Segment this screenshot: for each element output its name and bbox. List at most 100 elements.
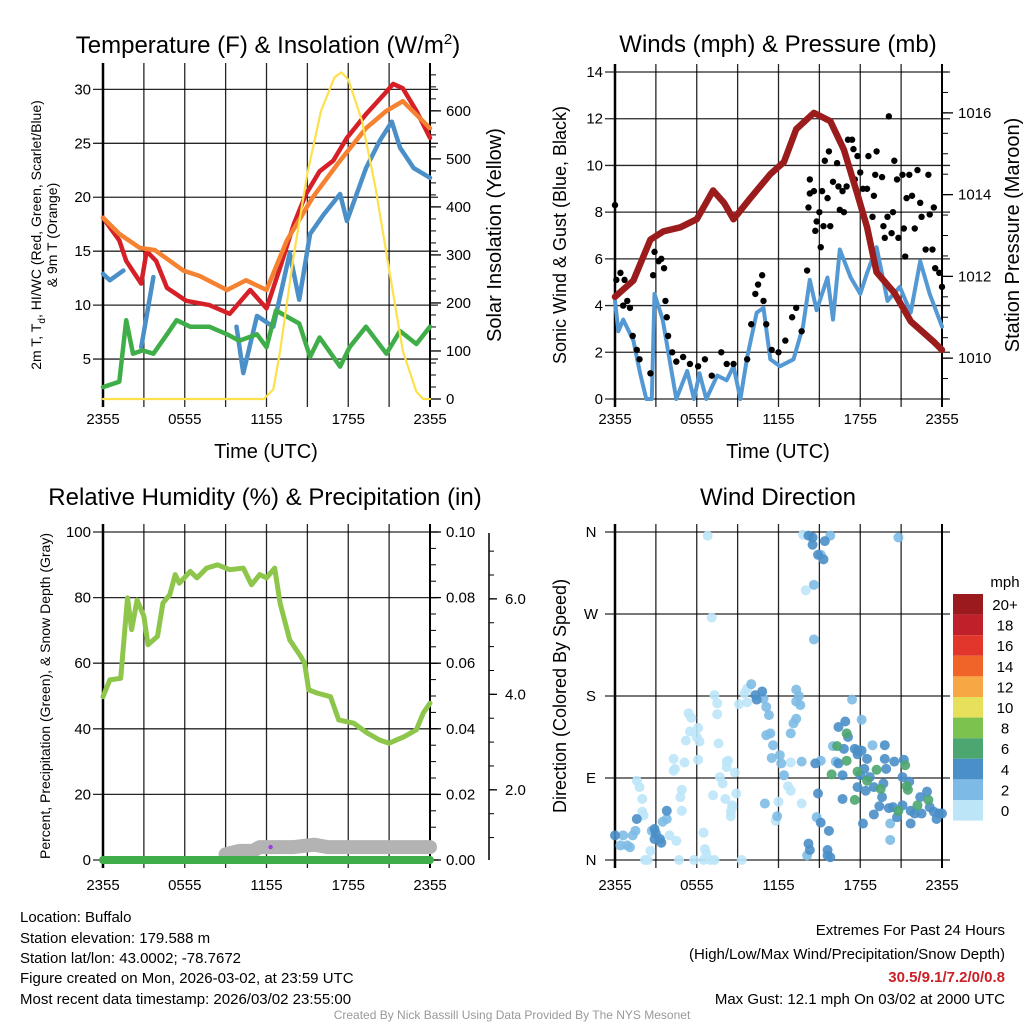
gust-point bbox=[917, 199, 924, 206]
wind-direction-point bbox=[624, 842, 635, 853]
gust-point bbox=[850, 145, 857, 153]
colorbar-title: mph bbox=[990, 574, 1019, 591]
gust-point bbox=[816, 208, 823, 216]
wind-direction-point bbox=[759, 798, 770, 809]
gust-point bbox=[701, 356, 709, 363]
wind-direction-point bbox=[808, 579, 819, 590]
gust-point bbox=[694, 363, 702, 370]
gust-point bbox=[686, 360, 694, 368]
gust-point bbox=[839, 187, 846, 195]
temp-y-right-tick-label: 200 bbox=[446, 295, 471, 312]
gust-point bbox=[708, 372, 715, 379]
wind-direction-point bbox=[642, 855, 653, 865]
dir-x-tick-label: 1155 bbox=[762, 877, 794, 894]
wind-direction-point bbox=[885, 818, 896, 829]
gust-point bbox=[902, 253, 909, 260]
temp-y-tick-label: 5 bbox=[83, 351, 91, 368]
wind-direction-point bbox=[761, 701, 772, 712]
gust-point bbox=[718, 349, 725, 356]
gust-point bbox=[888, 229, 895, 237]
wind-y-right-tick-label: 1010 bbox=[958, 350, 991, 367]
wind-direction-point bbox=[634, 782, 645, 793]
wind-direction-point bbox=[808, 634, 819, 645]
wind-direction-point bbox=[862, 775, 873, 786]
wind-direction-point bbox=[860, 785, 871, 796]
wind-direction-point bbox=[912, 800, 923, 811]
gust-point bbox=[926, 211, 933, 218]
temp-y-tick-label: 30 bbox=[74, 81, 91, 98]
series-hiwc-line bbox=[100, 268, 126, 283]
rh-y-right-tick-label: 0.04 bbox=[446, 721, 475, 738]
series-dewpoint-line bbox=[100, 308, 433, 390]
wind-direction-point bbox=[645, 845, 656, 856]
wind-direction-point bbox=[729, 767, 740, 778]
rh-y-right-tick-label: 0.06 bbox=[446, 655, 475, 672]
colorbar-swatch bbox=[953, 717, 983, 739]
wind-direction-point bbox=[877, 792, 888, 803]
gust-point bbox=[723, 360, 730, 368]
gust-point bbox=[869, 213, 876, 221]
rh-y-right-tick-label: 0.02 bbox=[446, 786, 475, 803]
dir-x-tick-label: 0555 bbox=[680, 877, 713, 894]
wind-direction-point bbox=[841, 728, 852, 739]
rh-y-right-tick-label: 0.00 bbox=[446, 852, 475, 869]
wind-direction-point bbox=[709, 855, 720, 865]
gust-point bbox=[863, 185, 871, 192]
wind-panel-title: Winds (mph) & Pressure (mb) bbox=[619, 31, 936, 58]
colorbar-label: 14 bbox=[997, 659, 1014, 676]
gust-point bbox=[798, 328, 805, 335]
temp-y-tick-label: 25 bbox=[74, 135, 91, 152]
wind-direction-point bbox=[712, 698, 723, 709]
dir-y-tick-label: W bbox=[584, 606, 599, 623]
gust-point bbox=[806, 176, 814, 183]
wind-direction-point bbox=[778, 770, 789, 781]
snow-axis-tick-label: 2.0 bbox=[505, 782, 526, 799]
wind-direction-point bbox=[815, 817, 826, 828]
gust-point bbox=[885, 113, 893, 120]
temp-y-tick-label: 15 bbox=[74, 243, 91, 260]
gust-point bbox=[647, 370, 654, 377]
wind-direction-point bbox=[825, 852, 836, 863]
gust-point bbox=[827, 222, 834, 230]
dir-y-tick-label: N bbox=[586, 852, 597, 869]
gust-point bbox=[803, 267, 811, 274]
wind-direction-point bbox=[837, 770, 848, 781]
colorbar-label: 20+ bbox=[992, 597, 1018, 614]
wind-direction-point bbox=[725, 811, 736, 822]
gust-point bbox=[878, 173, 886, 181]
dir-x-tick-label: 2355 bbox=[925, 877, 958, 894]
wind-direction-point bbox=[693, 754, 704, 765]
wind-direction-point bbox=[736, 855, 747, 865]
wind-y-tick-label: 6 bbox=[595, 251, 603, 268]
gust-point bbox=[821, 157, 829, 164]
wind-x-tick-label: 1155 bbox=[762, 411, 794, 428]
wind-direction-point bbox=[795, 700, 806, 711]
wind-right-axis-label: Station Pressure (Maroon) bbox=[1002, 118, 1024, 353]
rh-y-tick-label: 20 bbox=[74, 786, 91, 803]
temp-title-end: ) bbox=[452, 32, 460, 59]
wind-direction-point bbox=[833, 721, 844, 732]
colorbar-label: 16 bbox=[997, 638, 1014, 655]
wind-direction-point bbox=[879, 740, 890, 751]
temp-left-label-sub: d bbox=[37, 318, 48, 324]
wind-direction-point bbox=[785, 757, 796, 768]
gust-point bbox=[865, 152, 872, 160]
wind-direction-point bbox=[813, 788, 824, 799]
colorbar-swatch bbox=[953, 655, 983, 677]
rh-y-tick-label: 80 bbox=[74, 590, 91, 607]
wind-direction-point bbox=[826, 769, 837, 780]
wind-direction-point bbox=[804, 844, 815, 855]
wind-direction-point bbox=[750, 690, 761, 701]
gust-point bbox=[820, 222, 827, 230]
temp-x-tick-label: 1155 bbox=[250, 411, 282, 428]
wind-x-tick-label: 1755 bbox=[844, 411, 877, 428]
wind-direction-point bbox=[857, 818, 868, 829]
gust-point bbox=[914, 166, 921, 174]
gust-point bbox=[930, 204, 938, 211]
rh-left-axis-label: Percent, Precipitation (Green), & Snow D… bbox=[37, 533, 53, 859]
wind-direction-point bbox=[868, 809, 879, 820]
gust-point bbox=[633, 346, 640, 354]
gust-point bbox=[931, 265, 939, 272]
series-temp-line bbox=[100, 81, 433, 317]
